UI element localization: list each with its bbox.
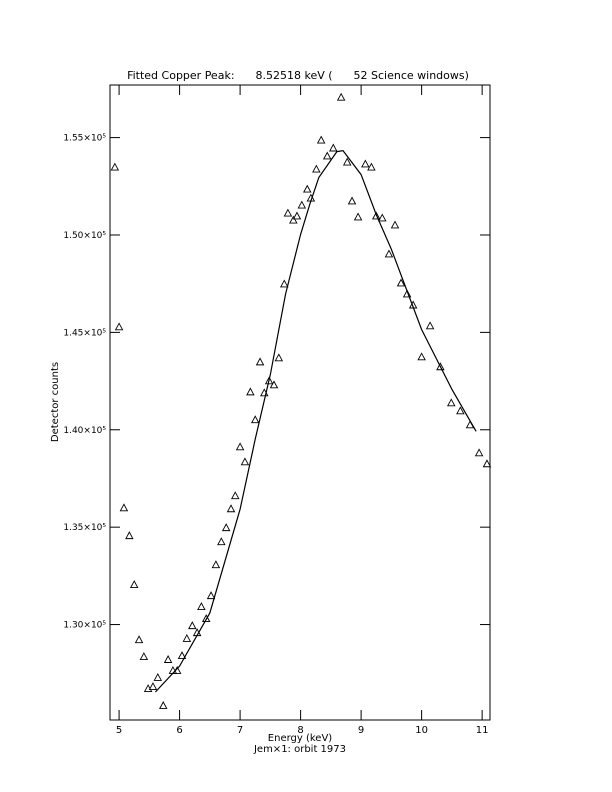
data-point: [297, 200, 307, 209]
data-point: [148, 682, 158, 691]
data-point: [347, 196, 357, 205]
x-axis-label: Energy (keV): [268, 733, 333, 744]
plot-frame: [109, 84, 491, 721]
data-point: [125, 531, 134, 540]
data-point: [269, 380, 279, 389]
data-point: [177, 651, 187, 660]
data-point: [390, 220, 400, 229]
data-point: [255, 357, 265, 366]
data-point: [240, 457, 250, 466]
data-point: [119, 503, 129, 512]
data-point: [274, 353, 284, 362]
y-axis-label: Detector counts: [50, 362, 61, 442]
data-point: [402, 289, 412, 298]
x-tick-label: 7: [237, 725, 243, 736]
x-tick-label: 8: [297, 725, 303, 736]
data-point: [384, 249, 394, 258]
data-point: [264, 376, 274, 385]
data-point: [482, 459, 492, 468]
data-point: [316, 135, 326, 144]
data-point: [231, 491, 240, 500]
data-point: [474, 448, 484, 457]
data-point: [188, 621, 197, 630]
data-point: [292, 211, 302, 220]
data-point: [211, 560, 221, 569]
data-point: [226, 504, 236, 513]
data-point: [378, 213, 387, 222]
data-point: [342, 157, 352, 166]
data-point: [197, 602, 206, 610]
x-tick-label: 11: [476, 725, 489, 736]
data-point: [114, 322, 124, 331]
data-point: [139, 652, 149, 661]
y-tick-label: 1.35×10⁵: [63, 523, 106, 533]
data-point: [153, 672, 163, 681]
data-point: [336, 92, 346, 101]
data-point: [250, 415, 260, 424]
data-point: [329, 143, 338, 152]
x-tick-label: 10: [415, 725, 428, 736]
data-point: [221, 523, 231, 532]
data-point: [447, 398, 456, 407]
data-point: [235, 442, 245, 451]
data-point: [456, 406, 465, 415]
x-tick-label: 6: [176, 725, 182, 736]
y-tick-label: 1.30×10⁵: [63, 621, 106, 631]
data-point: [417, 352, 426, 361]
fit-line: [154, 149, 477, 693]
data-point: [158, 701, 168, 709]
data-point: [134, 635, 144, 644]
data-point: [163, 655, 173, 663]
data-point: [110, 162, 120, 171]
data-point: [436, 362, 445, 371]
y-tick-label: 1.50×10⁵: [63, 231, 106, 241]
x-tick-label: 9: [358, 725, 364, 736]
data-point: [396, 278, 406, 287]
data-point: [312, 164, 321, 173]
data-point: [371, 211, 381, 220]
data-point: [303, 184, 312, 193]
data-point: [367, 162, 376, 171]
y-tick-label: 1.55×10⁵: [63, 134, 106, 144]
data-point: [129, 580, 139, 588]
data-point: [361, 159, 370, 168]
data-point: [322, 151, 332, 160]
x-tick-label: 5: [116, 725, 122, 736]
subtitle: Jem×1: orbit 1973: [253, 744, 346, 755]
data-point: [289, 215, 298, 224]
data-point: [280, 279, 289, 288]
data-point: [283, 208, 293, 217]
y-tick-label: 1.40×10⁵: [63, 426, 106, 436]
chart-title: Fitted Copper Peak: 8.52518 keV ( 52 Sci…: [127, 69, 469, 82]
data-point: [353, 212, 363, 221]
data-point: [206, 591, 216, 600]
data-point: [425, 321, 435, 330]
data-point: [246, 387, 255, 396]
y-tick-label: 1.45×10⁵: [63, 328, 106, 338]
data-point: [182, 634, 192, 642]
data-point: [201, 614, 211, 623]
data-point: [217, 537, 226, 546]
